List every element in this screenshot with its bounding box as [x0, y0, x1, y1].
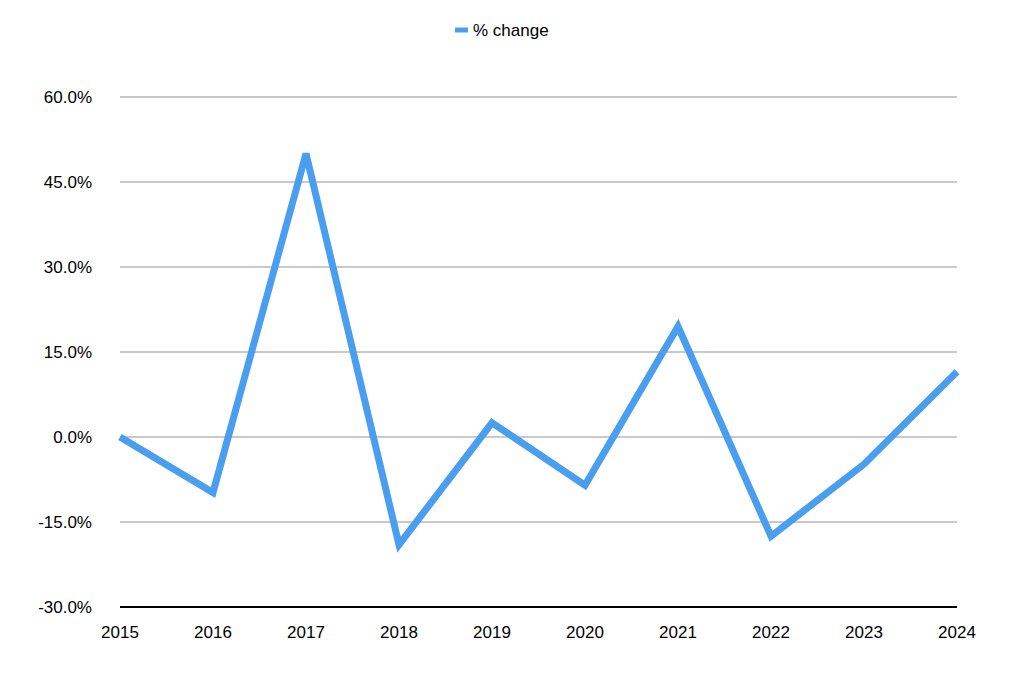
legend: % change	[455, 21, 549, 40]
y-tick-label: 60.0%	[44, 88, 92, 107]
legend-swatch	[455, 28, 468, 33]
plot-area	[120, 154, 957, 545]
y-tick-label: 15.0%	[44, 343, 92, 362]
chart-container: -30.0% -15.0% 0.0% 15.0% 30.0% 45.0% 60.0% 2015…	[0, 0, 1024, 695]
x-tick-label: 2018	[380, 623, 418, 642]
grid-line	[120, 181, 957, 183]
y-tick-label: 45.0%	[44, 173, 92, 192]
x-tick-label: 2016	[194, 623, 232, 642]
grid-line	[120, 351, 957, 353]
x-tick-label: 2022	[752, 623, 790, 642]
grid-line	[120, 521, 957, 523]
x-axis-line	[120, 606, 957, 608]
x-tick-label: 2023	[845, 623, 883, 642]
y-tick-label: -15.0%	[38, 513, 92, 532]
y-tick-label: -30.0%	[38, 598, 92, 617]
grid	[120, 97, 957, 607]
x-tick-label: 2024	[938, 623, 976, 642]
y-tick-label: 0.0%	[53, 428, 92, 447]
legend-label: % change	[473, 21, 549, 40]
series-line	[120, 154, 957, 545]
x-tick-label: 2017	[287, 623, 325, 642]
grid-line	[120, 266, 957, 268]
x-tick-label: 2020	[566, 623, 604, 642]
x-axis	[120, 606, 957, 608]
grid-line	[120, 96, 957, 98]
grid-line	[120, 436, 957, 438]
chart-svg: -30.0% -15.0% 0.0% 15.0% 30.0% 45.0% 60.0% 2015…	[0, 0, 1024, 695]
x-tick-label: 2015	[101, 623, 139, 642]
x-tick-label: 2019	[473, 623, 511, 642]
y-tick-label: 30.0%	[44, 258, 92, 277]
x-tick-label: 2021	[659, 623, 697, 642]
